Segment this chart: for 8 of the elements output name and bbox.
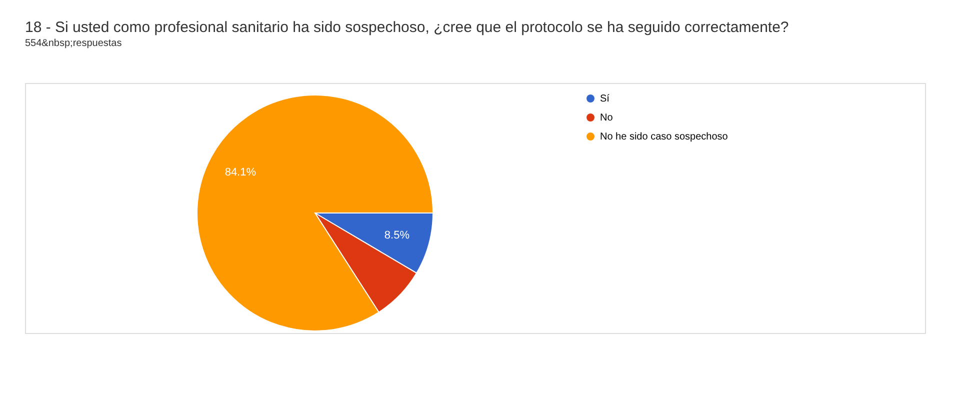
text: 554&nbsp;respuestas [25,38,122,49]
data-label: 8.5% [384,229,410,242]
pie-slice [196,94,434,332]
legend-label: Sí [600,94,610,104]
chart-title: 18 - Si usted como profesional sanitario ha sido sospechoso, ¿cree que el protocolo se ha seguido correctamente? [25,19,789,36]
data-label: 84.1% [224,166,256,178]
legend-label: No he sido caso sospechoso [600,132,728,142]
legend-label: No [600,112,614,124]
